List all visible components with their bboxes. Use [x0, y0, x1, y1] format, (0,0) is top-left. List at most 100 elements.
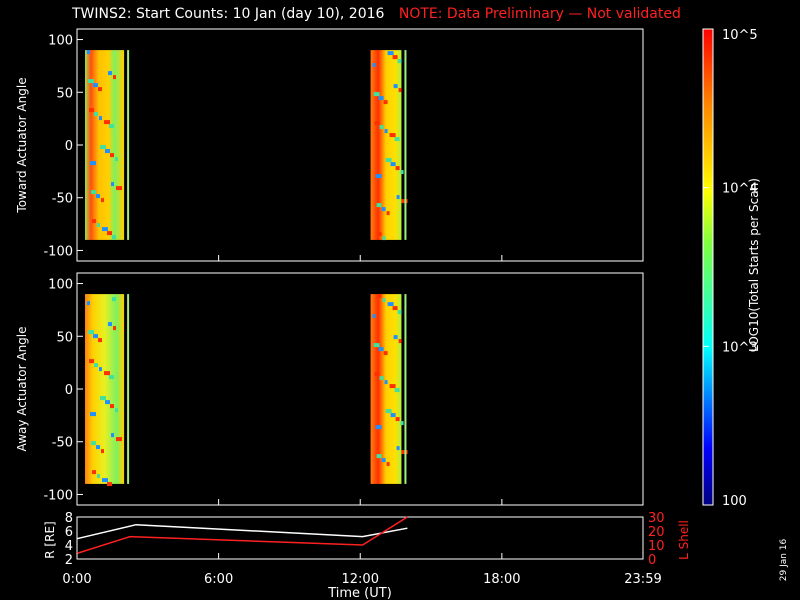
heatmap-edge-line	[127, 294, 130, 484]
heatmap-noise	[94, 363, 98, 368]
heatmap-bands	[85, 50, 408, 487]
heatmap-noise	[104, 120, 110, 125]
heatmap-noise	[377, 294, 382, 299]
heatmap-noise	[111, 182, 114, 187]
heatmap-noise	[398, 339, 402, 344]
heatmap-noise	[384, 129, 388, 134]
heatmap-noise	[99, 116, 102, 121]
heatmap-noise	[376, 454, 382, 459]
heatmap-noise	[97, 474, 100, 479]
panel-away-frame	[76, 272, 644, 506]
heatmap-noise	[400, 170, 404, 175]
heatmap-noise	[387, 51, 394, 56]
lshell-series-line	[76, 516, 408, 555]
colorbar-ticks: 10^5 10^4 10^3 100	[703, 28, 758, 509]
heatmap-noise	[385, 158, 392, 163]
heatmap-noise	[113, 326, 116, 331]
heatmap-noise	[104, 371, 110, 376]
heatmap-band	[85, 50, 125, 240]
heatmap-noise	[400, 421, 404, 426]
heatmap-band	[85, 294, 125, 484]
x-tick-labels: 0:00 6:00 12:00 18:00 23:59	[62, 255, 662, 587]
colorbar-label: LOG10(Total Starts per Scan)	[747, 178, 761, 352]
heatmap-noise	[93, 334, 98, 339]
heatmap-noise	[100, 145, 106, 150]
heatmap-noise	[87, 50, 90, 55]
lshell-tick-label: 30	[648, 511, 665, 526]
x-tick-label: 23:59	[624, 572, 661, 587]
heatmap-noise	[397, 310, 402, 315]
heatmap-noise	[392, 306, 398, 311]
lshell-tick-label: 20	[648, 525, 665, 540]
heatmap-noise	[390, 162, 396, 167]
heatmap-noise	[389, 133, 396, 138]
heatmap-noise	[396, 446, 400, 451]
yticks-toward: 100 50 0 -50 -100	[43, 34, 83, 259]
heatmap-noise	[91, 190, 96, 195]
y-tick-label: 0	[65, 383, 73, 398]
colorbar	[702, 28, 714, 506]
heatmap-noise	[112, 297, 116, 302]
heatmap-noise	[87, 301, 90, 306]
heatmap-noise	[94, 112, 98, 117]
yticks-away: 100 50 0 -50 -100	[43, 278, 83, 503]
heatmap-noise	[90, 412, 96, 417]
heatmap-noise	[88, 79, 94, 84]
y-tick-label: 100	[48, 34, 73, 49]
date-stamp: 29 Jan 16	[779, 538, 789, 581]
heatmap-noise	[101, 449, 104, 454]
heatmap-noise	[109, 375, 114, 380]
heatmap-noise	[97, 223, 100, 228]
heatmap-noise	[372, 63, 376, 68]
colorbar-tick-label: 10^4	[722, 182, 758, 197]
heatmap-noise	[115, 408, 118, 413]
heatmap-noise	[382, 236, 386, 241]
heatmap-noise	[392, 55, 398, 60]
y-tick-label: 50	[56, 86, 73, 101]
heatmap-noise	[101, 198, 104, 203]
heatmap-noise	[373, 92, 380, 97]
heatmap-noise	[372, 314, 376, 319]
heatmap-noise	[394, 137, 400, 142]
x-tick-label: 18:00	[483, 572, 520, 587]
heatmap-noise	[398, 88, 402, 93]
lshell-tick-label: 10	[648, 539, 665, 554]
panel-toward-frame	[76, 28, 644, 262]
heatmap-noise	[378, 96, 384, 101]
heatmap-noise	[375, 425, 382, 430]
y-tick-label: 100	[48, 278, 73, 293]
ylabel-toward: Toward Actuator Angle	[15, 77, 29, 213]
heatmap-edge-line	[404, 294, 407, 484]
heatmap-noise	[98, 338, 102, 343]
heatmap-noise	[383, 100, 388, 105]
heatmap-noise	[93, 83, 98, 88]
preliminary-note: NOTE: Data Preliminary — Not validated	[398, 6, 681, 22]
heatmap-noise	[91, 441, 96, 446]
plot-title: TWINS2: Start Counts: 10 Jan (day 10), 2…	[72, 6, 681, 22]
heatmap-noise	[92, 470, 96, 475]
heatmap-noise	[381, 207, 386, 212]
heatmap-noise	[96, 445, 100, 450]
heatmap-noise	[89, 108, 94, 113]
heatmap-noise	[374, 121, 380, 126]
heatmap-noise	[378, 347, 384, 352]
r-series-line	[76, 523, 408, 540]
y-tick-label: -50	[52, 192, 73, 207]
heatmap-noise	[385, 409, 392, 414]
heatmap-noise	[102, 227, 108, 232]
y-tick-label: -50	[52, 436, 73, 451]
heatmap-noise	[100, 396, 106, 401]
heatmap-noise	[115, 157, 118, 162]
heatmap-noise	[107, 231, 112, 236]
heatmap-noise	[112, 235, 116, 240]
heatmap-noise	[90, 161, 96, 166]
heatmap-noise	[397, 59, 402, 64]
x-axis-label: Time (UT)	[327, 586, 392, 600]
heatmap-noise	[110, 153, 114, 158]
heatmap-noise	[393, 335, 398, 340]
heatmap-noise	[389, 384, 396, 389]
heatmap-noise	[110, 404, 114, 409]
ylabel-away: Away Actuator Angle	[15, 326, 29, 451]
